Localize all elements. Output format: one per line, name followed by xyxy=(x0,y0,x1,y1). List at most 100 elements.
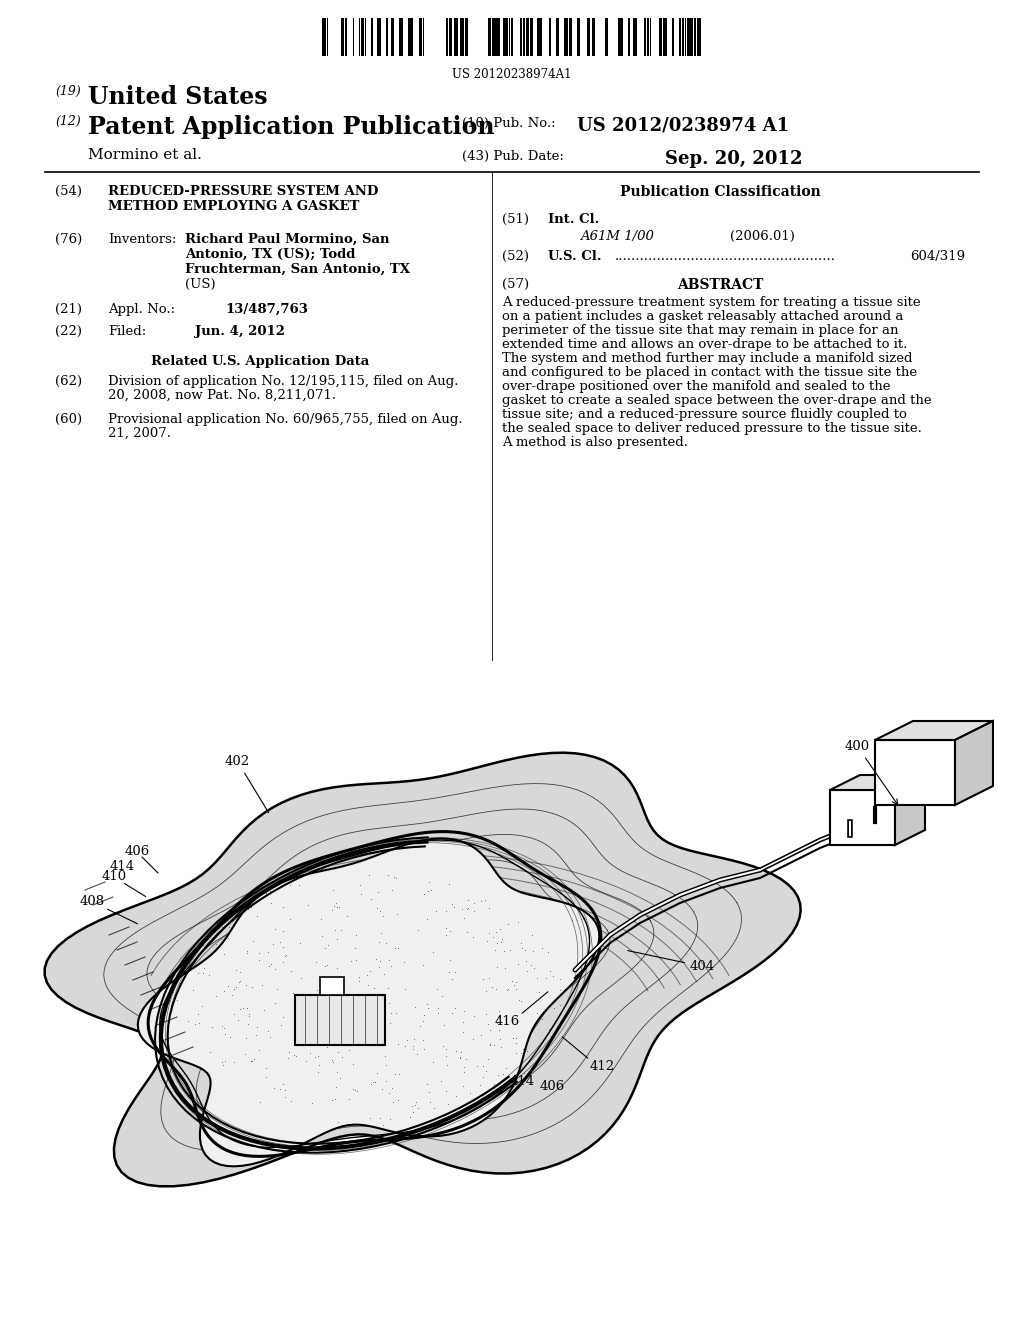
Polygon shape xyxy=(955,721,993,805)
Bar xyxy=(359,18,360,55)
Text: U.S. Cl.: U.S. Cl. xyxy=(548,249,602,263)
Polygon shape xyxy=(874,721,993,741)
Polygon shape xyxy=(45,752,801,1187)
Bar xyxy=(644,18,646,55)
Bar xyxy=(454,18,458,55)
Bar xyxy=(685,18,686,55)
Text: Sep. 20, 2012: Sep. 20, 2012 xyxy=(665,150,803,168)
Text: Division of application No. 12/195,115, filed on Aug.: Division of application No. 12/195,115, … xyxy=(108,375,459,388)
Text: the sealed space to deliver reduced pressure to the tissue site.: the sealed space to deliver reduced pres… xyxy=(502,422,922,436)
Bar xyxy=(378,18,381,55)
Text: gasket to create a sealed space between the over-drape and the: gasket to create a sealed space between … xyxy=(502,393,932,407)
Bar xyxy=(360,18,365,55)
Bar xyxy=(682,18,684,55)
Bar xyxy=(446,18,449,55)
Text: 13/487,763: 13/487,763 xyxy=(225,304,308,315)
Bar xyxy=(343,18,344,55)
Text: 410: 410 xyxy=(102,870,127,883)
Text: (51): (51) xyxy=(502,213,529,226)
Bar xyxy=(697,18,701,55)
Bar xyxy=(628,18,630,55)
Bar xyxy=(693,18,695,55)
Text: 414: 414 xyxy=(110,861,135,873)
Text: 406: 406 xyxy=(125,845,151,858)
Text: Antonio, TX (US); Todd: Antonio, TX (US); Todd xyxy=(185,248,355,261)
Text: (12): (12) xyxy=(55,115,81,128)
Bar xyxy=(568,18,572,55)
Bar xyxy=(526,18,529,55)
Bar xyxy=(460,18,464,55)
Text: (22): (22) xyxy=(55,325,82,338)
Bar xyxy=(503,18,506,55)
Bar xyxy=(664,18,665,55)
Text: (52): (52) xyxy=(502,249,529,263)
Text: 21, 2007.: 21, 2007. xyxy=(108,426,171,440)
Text: Related U.S. Application Data: Related U.S. Application Data xyxy=(151,355,369,368)
Bar xyxy=(633,18,637,55)
Bar xyxy=(577,18,580,55)
Bar xyxy=(617,18,620,55)
Text: on a patient includes a gasket releasably attached around a: on a patient includes a gasket releasabl… xyxy=(502,310,903,323)
Text: 20, 2008, now Pat. No. 8,211,071.: 20, 2008, now Pat. No. 8,211,071. xyxy=(108,389,336,403)
Text: Richard Paul Mormino, San: Richard Paul Mormino, San xyxy=(185,234,389,246)
Text: METHOD EMPLOYING A GASKET: METHOD EMPLOYING A GASKET xyxy=(108,201,359,213)
Polygon shape xyxy=(830,789,895,845)
Text: extended time and allows an over-drape to be attached to it.: extended time and allows an over-drape t… xyxy=(502,338,907,351)
Bar xyxy=(592,18,595,55)
Text: A61M 1/00: A61M 1/00 xyxy=(580,230,654,243)
Bar xyxy=(371,18,373,55)
Bar xyxy=(556,18,559,55)
Text: Jun. 4, 2012: Jun. 4, 2012 xyxy=(195,325,285,338)
Bar xyxy=(386,18,388,55)
Text: (19): (19) xyxy=(55,84,81,98)
Text: REDUCED-PRESSURE SYSTEM AND: REDUCED-PRESSURE SYSTEM AND xyxy=(108,185,379,198)
Bar xyxy=(449,18,452,55)
Bar xyxy=(400,18,402,55)
Bar xyxy=(497,18,500,55)
Text: (10) Pub. No.:: (10) Pub. No.: xyxy=(462,117,556,129)
Bar xyxy=(665,18,668,55)
Text: Inventors:: Inventors: xyxy=(108,234,176,246)
Text: (2006.01): (2006.01) xyxy=(730,230,795,243)
Bar xyxy=(646,18,649,55)
Bar xyxy=(529,18,532,55)
Text: (57): (57) xyxy=(502,279,529,290)
Text: A method is also presented.: A method is also presented. xyxy=(502,436,688,449)
Bar xyxy=(549,18,551,55)
Bar xyxy=(341,18,343,55)
Bar xyxy=(687,18,689,55)
Text: United States: United States xyxy=(88,84,267,110)
Text: tissue site; and a reduced-pressure source fluidly coupled to: tissue site; and a reduced-pressure sour… xyxy=(502,408,907,421)
Text: (43) Pub. Date:: (43) Pub. Date: xyxy=(462,150,564,162)
Bar xyxy=(539,18,542,55)
Text: 604/319: 604/319 xyxy=(910,249,966,263)
Bar xyxy=(523,18,525,55)
Text: and configured to be placed in contact with the tissue site the: and configured to be placed in contact w… xyxy=(502,366,918,379)
Text: 406: 406 xyxy=(540,1080,565,1093)
Text: Filed:: Filed: xyxy=(108,325,146,338)
Text: (US): (US) xyxy=(185,279,216,290)
Polygon shape xyxy=(138,838,599,1167)
Text: (76): (76) xyxy=(55,234,82,246)
Bar xyxy=(345,18,346,55)
Text: 408: 408 xyxy=(80,895,105,908)
Bar xyxy=(322,18,326,55)
Bar xyxy=(672,18,674,55)
Text: Fruchterman, San Antonio, TX: Fruchterman, San Antonio, TX xyxy=(185,263,410,276)
Bar xyxy=(620,18,623,55)
Bar xyxy=(679,18,681,55)
Text: (60): (60) xyxy=(55,413,82,426)
Bar xyxy=(605,18,608,55)
Bar xyxy=(492,18,496,55)
Text: perimeter of the tissue site that may remain in place for an: perimeter of the tissue site that may re… xyxy=(502,323,898,337)
Bar xyxy=(488,18,492,55)
Text: 412: 412 xyxy=(590,1060,615,1073)
Text: 400: 400 xyxy=(845,741,898,805)
Bar xyxy=(564,18,567,55)
Bar xyxy=(520,18,522,55)
Text: 416: 416 xyxy=(495,1015,520,1028)
Bar xyxy=(327,18,329,55)
Bar xyxy=(511,18,513,55)
Bar xyxy=(410,18,413,55)
Text: (54): (54) xyxy=(55,185,82,198)
